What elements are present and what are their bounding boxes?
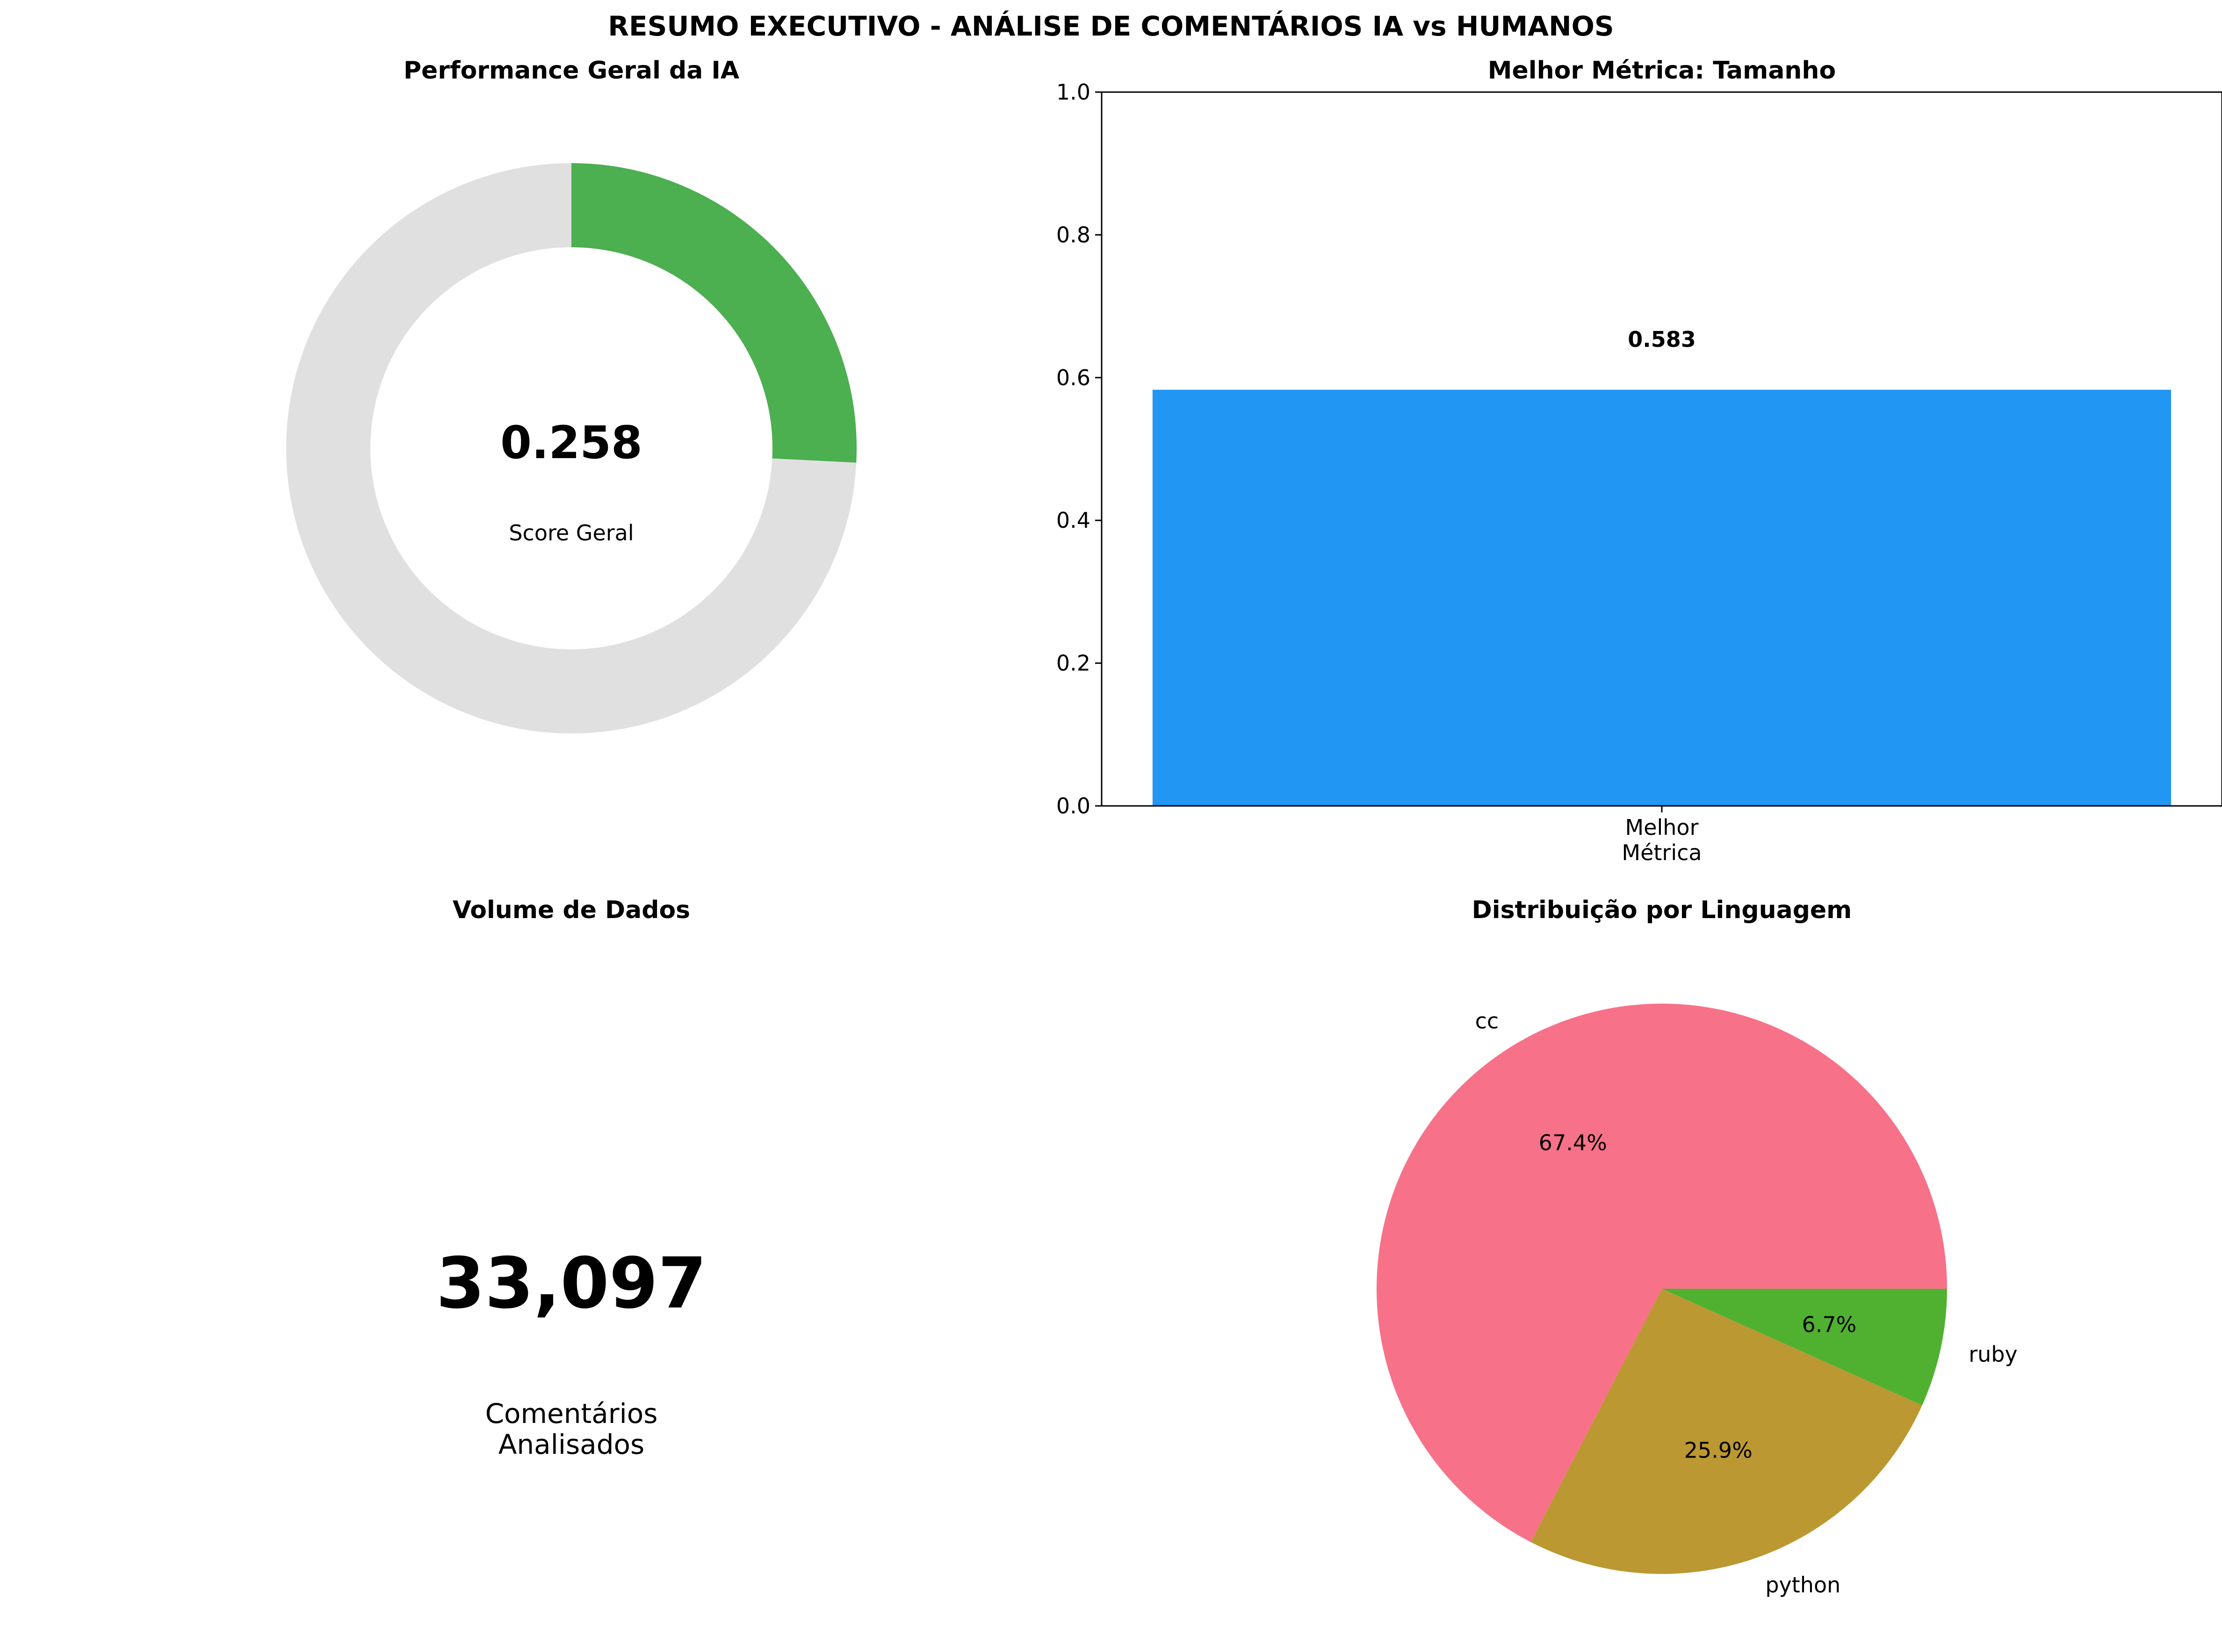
volume-value: 33,097 xyxy=(436,1243,707,1324)
best-metric-bar-panel: Melhor Métrica: Tamanho 0.0 0.2 0.4 0.6 0.8 1… xyxy=(1056,57,2222,865)
pie-label-python: python xyxy=(1765,1572,1840,1597)
volume-caption: Comentários Analisados xyxy=(485,1398,658,1460)
volume-title: Volume de Dados xyxy=(453,896,690,924)
gauge-value-arc xyxy=(571,163,857,463)
pie-pct-python: 25.9% xyxy=(1684,1438,1753,1463)
bar-melhor-metrica xyxy=(1152,389,2172,806)
pie-slice-cc xyxy=(1376,1004,1947,1542)
bar-y-axis: 0.0 0.2 0.4 0.6 0.8 1.0 xyxy=(1056,79,1663,819)
bar-y-tick-label: 0.2 xyxy=(1056,651,1090,676)
gauge-value: 0.258 xyxy=(500,417,642,469)
bar-chart-title: Melhor Métrica: Tamanho xyxy=(1488,57,1836,85)
bar-x-tick-label: Melhor Métrica xyxy=(1622,815,1702,865)
bar-data-label: 0.583 xyxy=(1628,327,1696,352)
pie-slice-ruby xyxy=(1662,1289,1947,1406)
performance-gauge-panel: Performance Geral da IA 0.258 Score Gera… xyxy=(286,57,857,733)
pie-pct-ruby: 6.7% xyxy=(1802,1312,1856,1337)
bar-plot-frame xyxy=(1101,91,2222,807)
bar-y-tick-label: 0.4 xyxy=(1056,508,1090,533)
bar-y-tick-label: 1.0 xyxy=(1056,79,1090,105)
pie-title: Distribuição por Linguagem xyxy=(1472,896,1852,924)
figure-title: RESUMO EXECUTIVO - ANÁLISE DE COMENTÁRIO… xyxy=(608,10,1614,42)
gauge-caption: Score Geral xyxy=(509,520,634,546)
data-volume-panel: Volume de Dados 33,097 Comentários Analis… xyxy=(436,896,707,1460)
gauge-title: Performance Geral da IA xyxy=(404,57,739,85)
bar-y-tick-label: 0.8 xyxy=(1056,222,1090,247)
bar-y-tick-label: 0.0 xyxy=(1056,793,1090,819)
pie-label-ruby: ruby xyxy=(1969,1342,2018,1367)
language-pie: cc 67.4% python 25.9% ruby 6.7% xyxy=(1376,1004,2018,1597)
pie-slice-python xyxy=(1530,1289,1922,1574)
language-distribution-panel: Distribuição por Linguagem cc 67.4% python… xyxy=(1376,896,2018,1597)
pie-pct-cc: 67.4% xyxy=(1539,1130,1607,1155)
bar-y-tick-label: 0.6 xyxy=(1056,365,1090,390)
pie-label-cc: cc xyxy=(1475,1008,1499,1034)
